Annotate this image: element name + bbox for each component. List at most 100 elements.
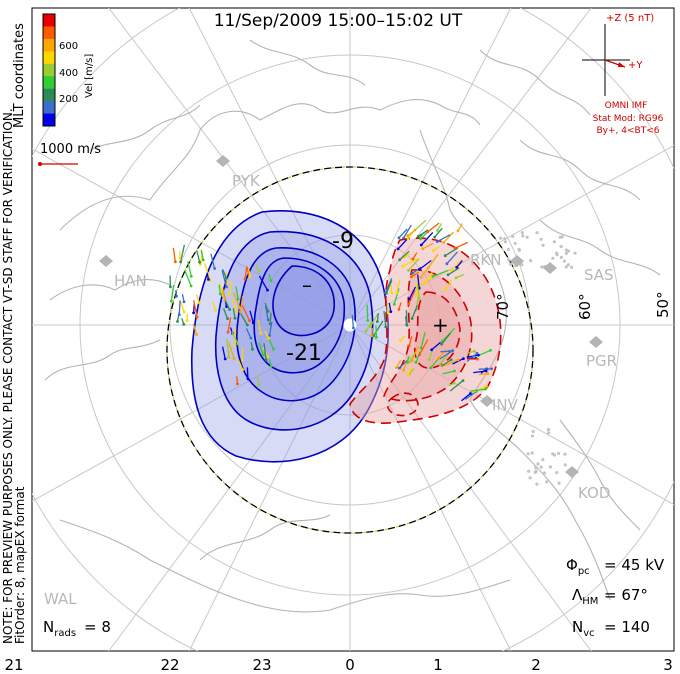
velocity-vector	[398, 360, 408, 369]
colorbar-cell	[43, 76, 55, 90]
velocity-vector-origin	[390, 291, 394, 295]
velocity-vector	[244, 266, 248, 280]
velocity-vector	[398, 228, 408, 239]
coverage-dot	[530, 434, 535, 438]
velocity-vector-origin	[442, 241, 445, 244]
velocity-vector-origin	[185, 319, 189, 322]
pos-small-loop	[386, 392, 419, 417]
velocity-vector-origin	[419, 237, 423, 241]
velocity-vector	[443, 231, 455, 243]
negative-cell	[190, 210, 390, 463]
velocity-vector	[402, 257, 419, 267]
coverage-dot	[520, 231, 524, 235]
velocity-vector-origin	[225, 282, 229, 286]
velocity-vector-origin	[199, 262, 202, 266]
velocity-vector	[428, 350, 433, 360]
velocity-vector	[226, 339, 230, 357]
velocity-vector-origin	[228, 308, 232, 311]
latitude-label-60: 60°	[576, 293, 594, 320]
velocity-vector	[238, 360, 244, 370]
velocity-vector-origin	[417, 268, 421, 271]
coverage-dot	[527, 469, 531, 473]
coverage-dot	[563, 463, 567, 467]
velocity-vector	[179, 244, 186, 263]
station-label-rkn: RKN	[470, 251, 501, 269]
velocity-vector-origin	[421, 247, 425, 251]
velocity-vector	[221, 270, 228, 288]
colorbar-cell	[43, 113, 55, 127]
station-label-kod: KOD	[578, 484, 610, 502]
velocity-vector-origin	[385, 291, 388, 295]
velocity-vector-origin	[257, 270, 261, 273]
velocity-vector	[257, 320, 262, 334]
velocity-vector	[431, 341, 442, 351]
velocity-vector	[454, 241, 468, 249]
velocity-vector	[221, 269, 227, 279]
velocity-vector-origin	[218, 292, 222, 296]
velocity-vector	[369, 313, 379, 327]
colorbar-cell	[43, 14, 55, 27]
velocity-vector-origin	[461, 379, 465, 382]
velocity-vector-origin	[176, 320, 179, 323]
station-label-inv: INV	[492, 396, 519, 414]
velocity-vector-origin	[268, 322, 272, 326]
velocity-vector-origin	[406, 373, 410, 376]
velocity-vector	[384, 278, 393, 294]
contour-label-neg-9: -9	[332, 229, 354, 254]
velocity-vector	[442, 370, 455, 375]
velocity-vector-origin	[451, 349, 454, 353]
coverage-dot	[520, 263, 524, 267]
velocity-vector-origin	[401, 264, 405, 268]
velocity-vector	[222, 308, 229, 319]
velocity-vector-origin	[223, 357, 227, 361]
station-label-pgr: PGR	[586, 352, 617, 370]
velocity-vector	[440, 359, 452, 368]
velocity-vector-origin	[392, 302, 396, 306]
coverage-dot	[510, 234, 515, 238]
positive-cell	[349, 237, 502, 424]
coverage-dot	[559, 255, 563, 259]
pole-marker	[343, 318, 357, 332]
velocity-vector	[478, 349, 491, 356]
velocity-vector-origin	[397, 308, 401, 311]
velocity-vector-origin	[407, 297, 411, 301]
pos-fill-3	[414, 291, 461, 369]
velocity-vector	[249, 310, 254, 323]
velocity-vector-origin	[443, 288, 447, 291]
velocity-vector	[195, 294, 201, 304]
velocity-vector-origin	[236, 342, 240, 346]
velocity-vector-origin	[446, 273, 450, 277]
velocity-vector	[422, 242, 434, 250]
velocity-vector	[179, 299, 185, 313]
velocity-vector-origin	[419, 346, 423, 350]
colorbar-cell	[43, 51, 55, 65]
velocity-vector	[399, 250, 410, 261]
velocity-vector-origin	[410, 317, 414, 320]
site-sas-marker	[543, 262, 557, 274]
velocity-vector	[383, 311, 387, 327]
pos-potential-center: +	[432, 313, 449, 337]
mlt-axis: 21 22 23 0 1 2 3	[4, 656, 672, 674]
velocity-vector-origin	[266, 288, 269, 292]
velocity-vector	[172, 247, 177, 262]
velocity-vector	[436, 234, 451, 243]
velocity-vector	[414, 219, 427, 231]
coverage-dot	[539, 465, 543, 469]
velocity-vector-origin	[475, 351, 479, 355]
station-label-sas: SAS	[584, 266, 614, 284]
n-rads-value: = 8	[84, 618, 111, 636]
velocity-vector-origin	[375, 335, 378, 339]
colorbar-label: Vel [m/s]	[84, 54, 95, 98]
coverage-dot	[570, 265, 574, 269]
velocity-vector-origin	[364, 329, 368, 333]
coverage-dot	[540, 265, 544, 269]
velocity-vector	[473, 370, 487, 374]
velocity-vector	[365, 320, 373, 332]
velocity-vector-origin	[248, 319, 251, 322]
velocity-vector-origin	[213, 267, 217, 270]
coverage-dot	[513, 241, 517, 245]
velocity-vector	[235, 286, 239, 300]
site-pgr-marker	[589, 336, 603, 348]
velocity-vector-origin	[430, 348, 434, 352]
